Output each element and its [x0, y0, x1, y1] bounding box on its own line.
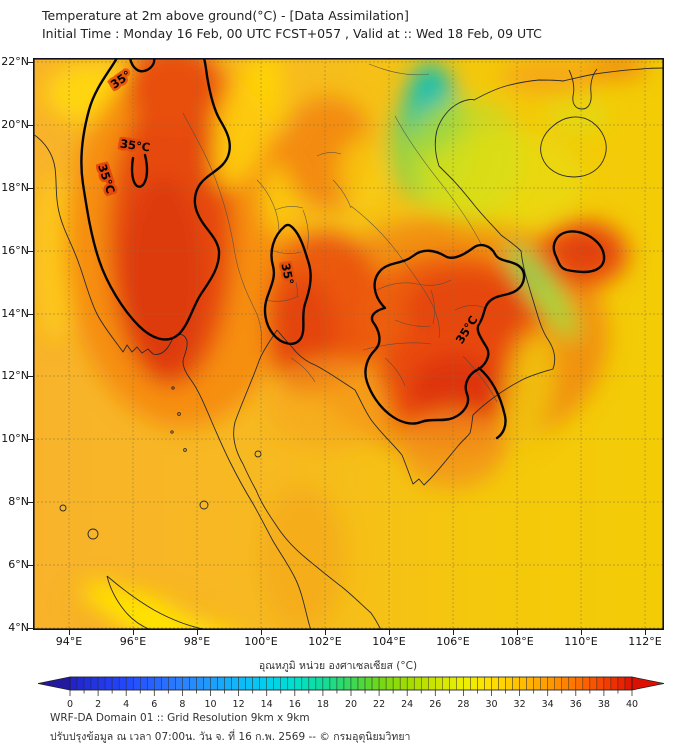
colorbar-label: อุณหภูมิ หน่วย องศาเซลเซียส (°C): [258, 660, 418, 672]
colorbar-tick-label: 14: [261, 699, 273, 710]
colorbar-tick-label: 32: [514, 699, 526, 710]
lat-axis-label: 4°N: [8, 621, 29, 634]
lon-axis-label: 104°E: [372, 635, 406, 648]
lat-axis-tick: [28, 125, 33, 126]
lon-axis-label: 96°E: [119, 635, 147, 648]
lon-axis-label: 102°E: [308, 635, 342, 648]
colorbar-tick-label: 38: [598, 699, 610, 710]
lon-axis-tick: [517, 630, 518, 635]
lat-axis-label: 20°N: [1, 118, 29, 131]
lon-axis-label: 94°E: [55, 635, 83, 648]
lat-axis-tick: [28, 502, 33, 503]
colorbar-tick-label: 0: [67, 699, 73, 710]
lat-axis-tick: [28, 251, 33, 252]
lat-axis-tick: [28, 314, 33, 315]
lat-axis-tick: [28, 565, 33, 566]
lat-axis-label: 14°N: [1, 307, 29, 320]
lon-axis-label: 110°E: [564, 635, 598, 648]
lat-axis-label: 22°N: [1, 55, 29, 68]
colorbar-tick-label: 16: [289, 699, 301, 710]
colorbar-tick-label: 4: [123, 699, 129, 710]
lat-axis-label: 18°N: [1, 181, 29, 194]
lat-axis-tick: [28, 628, 33, 629]
map-canvas: 35°35°C35°C35°35°C: [33, 58, 664, 630]
lon-axis-tick: [133, 630, 134, 635]
contour-lines-35c: [80, 58, 606, 440]
contour-label: 35°C: [119, 136, 151, 154]
update-copyright-text: ปรับปรุงข้อมูล ณ เวลา 07:00น. วัน จ. ที่…: [50, 731, 411, 743]
colorbar-tick-label: 40: [626, 699, 638, 710]
colorbar-tick-label: 30: [485, 699, 497, 710]
colorbar-right-arrow: [631, 676, 665, 691]
lat-axis-label: 16°N: [1, 244, 29, 257]
lon-axis-label: 100°E: [244, 635, 278, 648]
colorbar-segments: [69, 676, 633, 691]
lon-axis-label: 98°E: [183, 635, 211, 648]
colorbar-ticks: [69, 690, 633, 696]
colorbar-tick-label: 8: [179, 699, 185, 710]
lat-axis-tick: [28, 62, 33, 63]
map-border: [33, 58, 664, 630]
lat-axis-tick: [28, 376, 33, 377]
colorbar-tick-label: 28: [457, 699, 469, 710]
lat-axis-tick: [28, 439, 33, 440]
lat-axis-label: 6°N: [8, 558, 29, 571]
colorbar-tick-label: 10: [204, 699, 216, 710]
lat-axis-tick: [28, 188, 33, 189]
colorbar-tick-label: 22: [373, 699, 385, 710]
lat-axis-label: 10°N: [1, 432, 29, 445]
lat-axis-label: 8°N: [8, 495, 29, 508]
chart-subtitle: Initial Time : Monday 16 Feb, 00 UTC FCS…: [42, 26, 542, 41]
colorbar-tick-label: 26: [429, 699, 441, 710]
colorbar-tick-label: 12: [233, 699, 245, 710]
lat-lon-gridlines: [33, 58, 664, 630]
colorbar-tick-label: 20: [345, 699, 357, 710]
lon-axis-tick: [453, 630, 454, 635]
lon-axis-tick: [69, 630, 70, 635]
country-province-borders: [182, 63, 498, 403]
colorbar-tick-label: 34: [542, 699, 554, 710]
colorbar-tick-label: 18: [317, 699, 329, 710]
lon-axis-label: 106°E: [436, 635, 470, 648]
colorbar-tick-label: 36: [570, 699, 582, 710]
lon-axis-tick: [581, 630, 582, 635]
lon-axis-tick: [325, 630, 326, 635]
colorbar: 0 2 4 6 8 10 12 14 16 18 20 22 24 26 28 30 32 34 36 38 40: [37, 676, 665, 710]
chart-title: Temperature at 2m above ground(°C) - [Da…: [42, 8, 409, 23]
colorbar-tick-label: 24: [401, 699, 413, 710]
colorbar-left-arrow: [37, 676, 71, 691]
temperature-map: 35° 35°C 35°C 35° 35°C: [33, 58, 664, 630]
lon-axis-tick: [645, 630, 646, 635]
model-info-text: WRF-DA Domain 01 :: Grid Resolution 9km …: [50, 712, 310, 724]
lat-axis-label: 12°N: [1, 369, 29, 382]
colorbar-tick-label: 2: [95, 699, 101, 710]
lon-axis-tick: [197, 630, 198, 635]
lon-axis-label: 112°E: [628, 635, 662, 648]
coastlines: [33, 67, 664, 630]
lon-axis-label: 108°E: [500, 635, 534, 648]
lon-axis-tick: [261, 630, 262, 635]
colorbar-tick-label: 6: [151, 699, 157, 710]
lon-axis-tick: [389, 630, 390, 635]
